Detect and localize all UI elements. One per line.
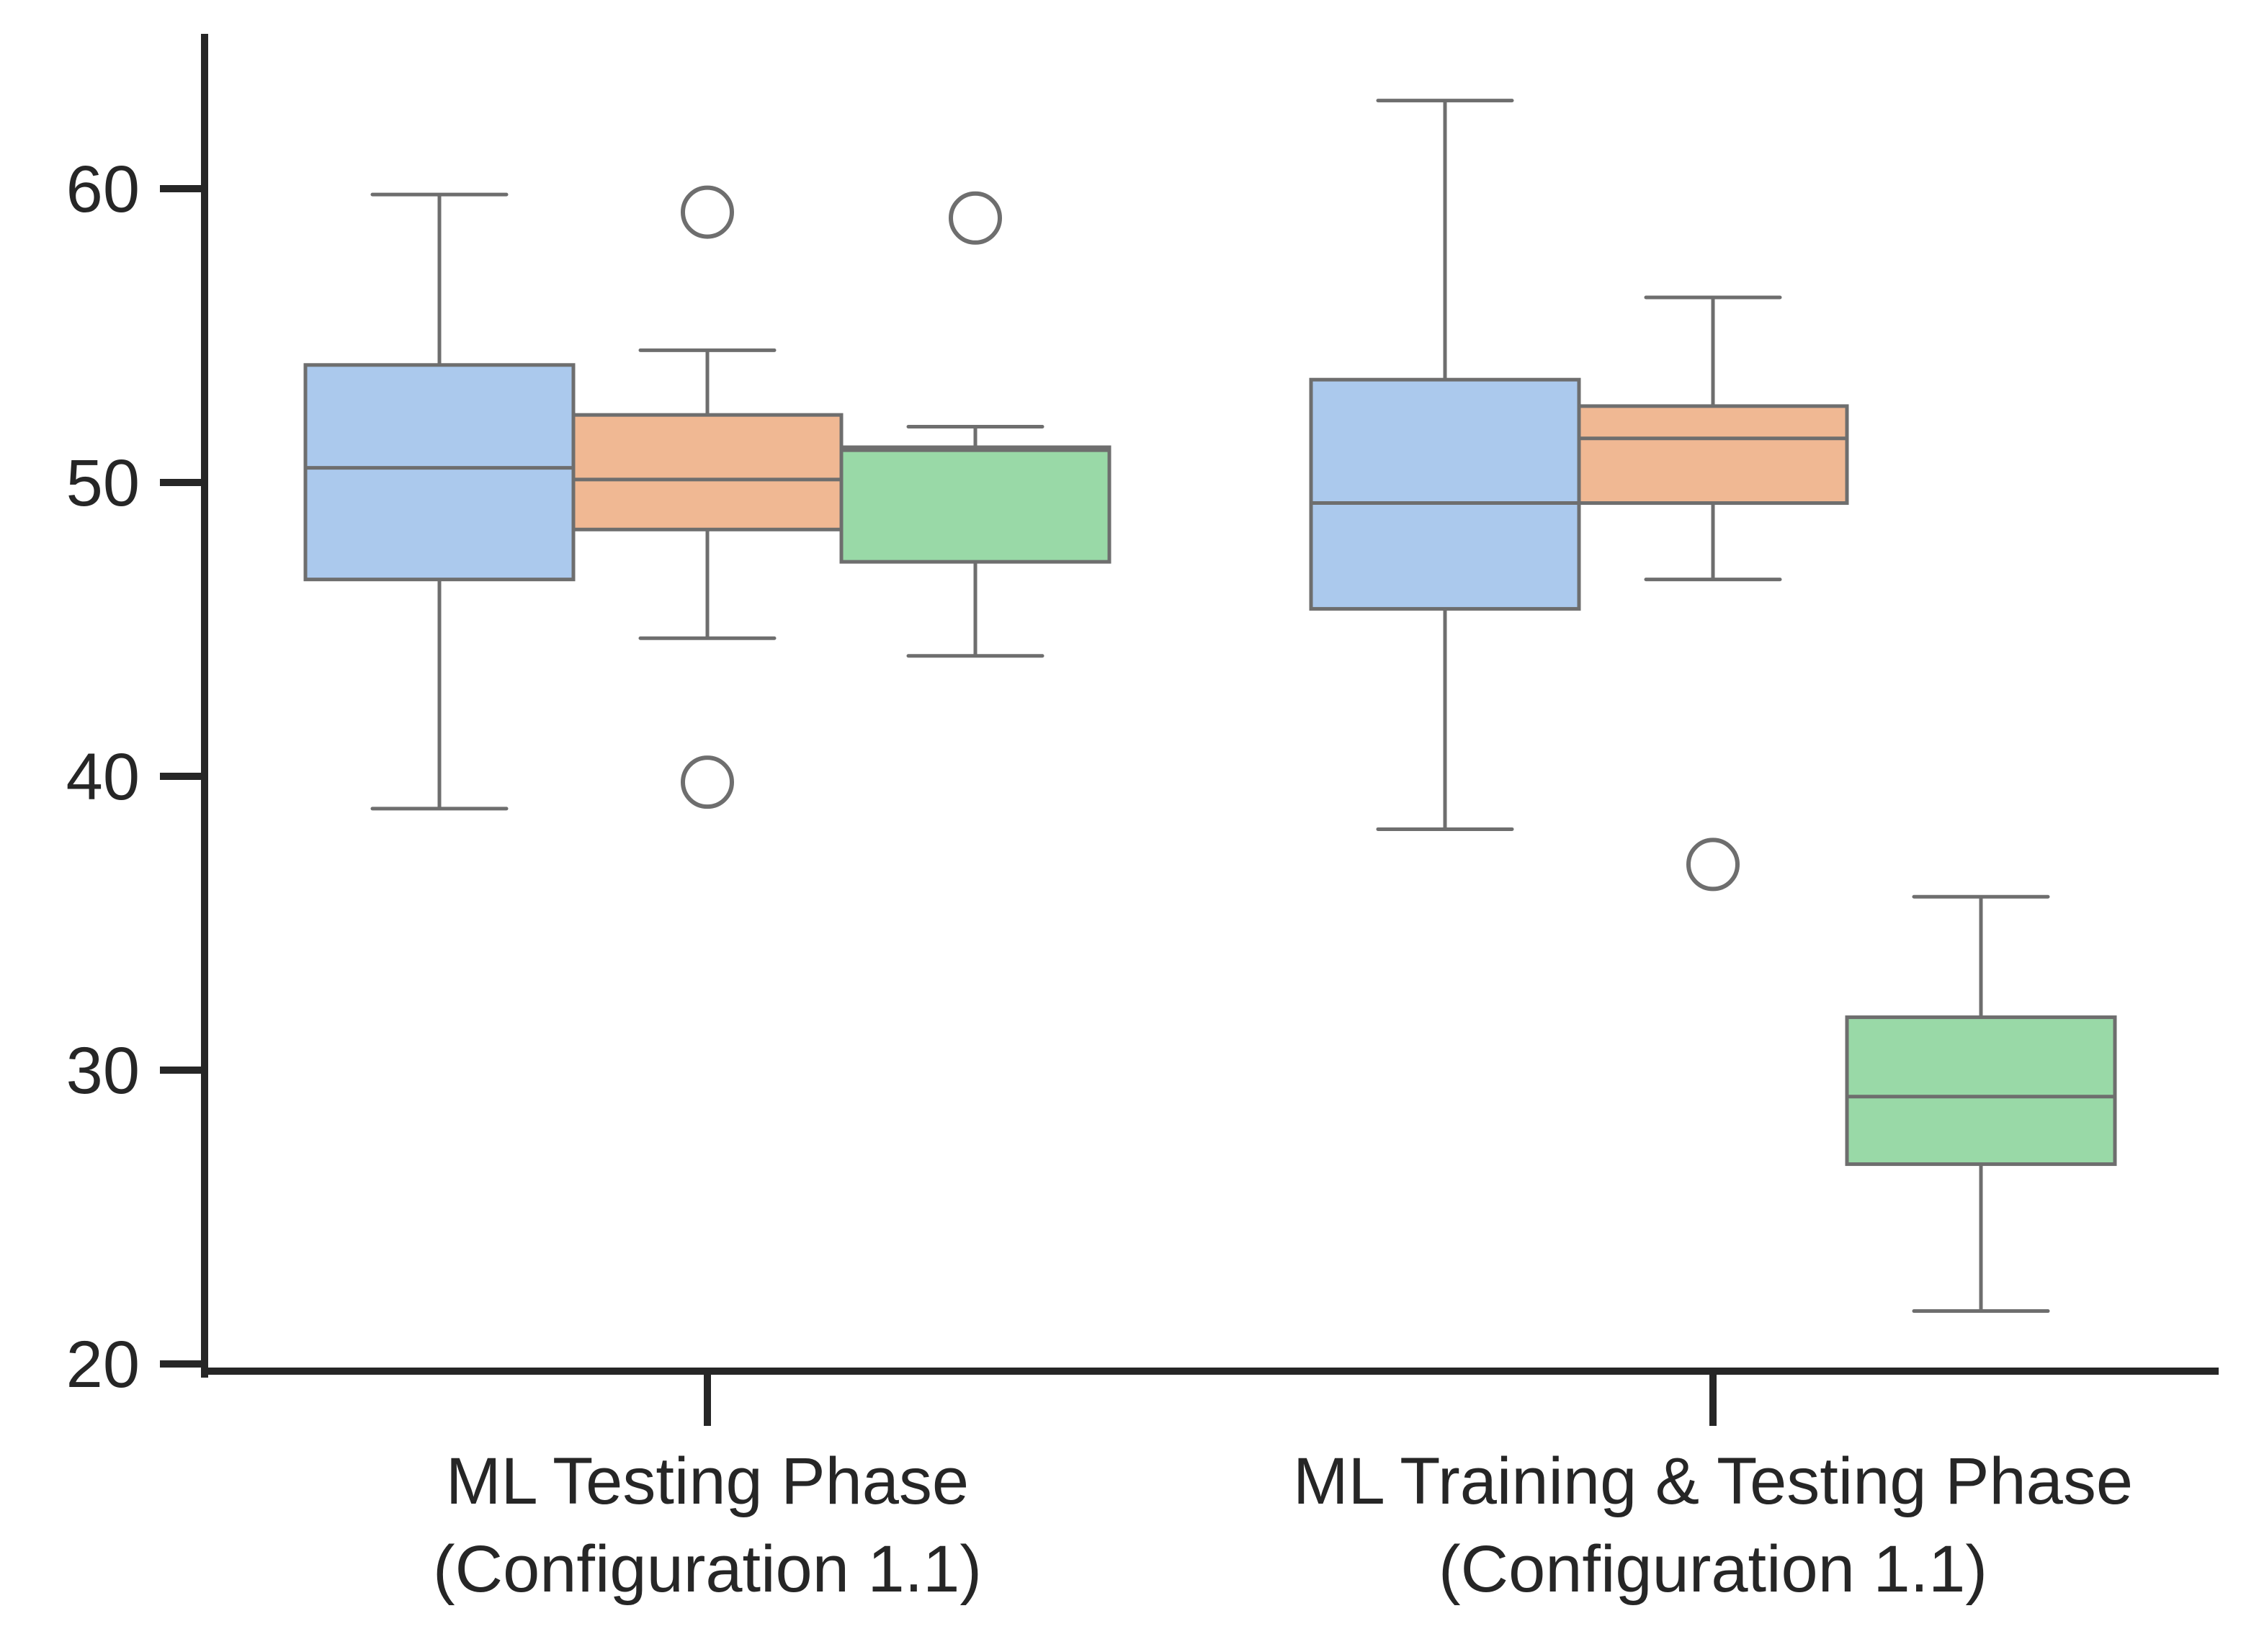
iqr-box: [303, 363, 576, 582]
box-series-3-group-2: [1845, 894, 2117, 1314]
x-tick-label: (Configuration 1.1): [1439, 1532, 1987, 1606]
y-tick-label: 20: [66, 1328, 140, 1401]
iqr-box: [571, 413, 844, 531]
iqr-box: [1577, 404, 1849, 506]
plot-area: [303, 99, 2117, 1314]
box-series-1-group-2: [1309, 99, 1581, 831]
y-tick-label: 30: [66, 1034, 140, 1108]
outlier-point: [681, 755, 734, 809]
box-series-2-group-1: [571, 185, 844, 809]
outlier-point: [681, 185, 734, 239]
x-axis: ML Testing Phase (Configuration 1.1) ML Tr…: [202, 1368, 2219, 1606]
box-series-3-group-1: [839, 191, 1111, 658]
x-tick-label: (Configuration 1.1): [433, 1532, 982, 1606]
iqr-box: [839, 445, 1111, 564]
outlier-point: [1686, 838, 1740, 892]
y-tick-label: 50: [66, 446, 140, 520]
y-axis: 20 30 40 50 60: [66, 34, 208, 1401]
y-tick-label: 60: [66, 153, 140, 226]
x-tick-label: ML Training & Testing Phase: [1293, 1445, 2133, 1518]
x-tick-label: ML Testing Phase: [446, 1445, 969, 1518]
y-tick-label: 40: [66, 740, 140, 814]
box-series-1-group-1: [303, 192, 576, 811]
box-series-2-group-2: [1577, 295, 1849, 892]
iqr-box: [1309, 377, 1581, 611]
iqr-box: [1845, 1015, 2117, 1167]
outlier-point: [949, 191, 1002, 245]
